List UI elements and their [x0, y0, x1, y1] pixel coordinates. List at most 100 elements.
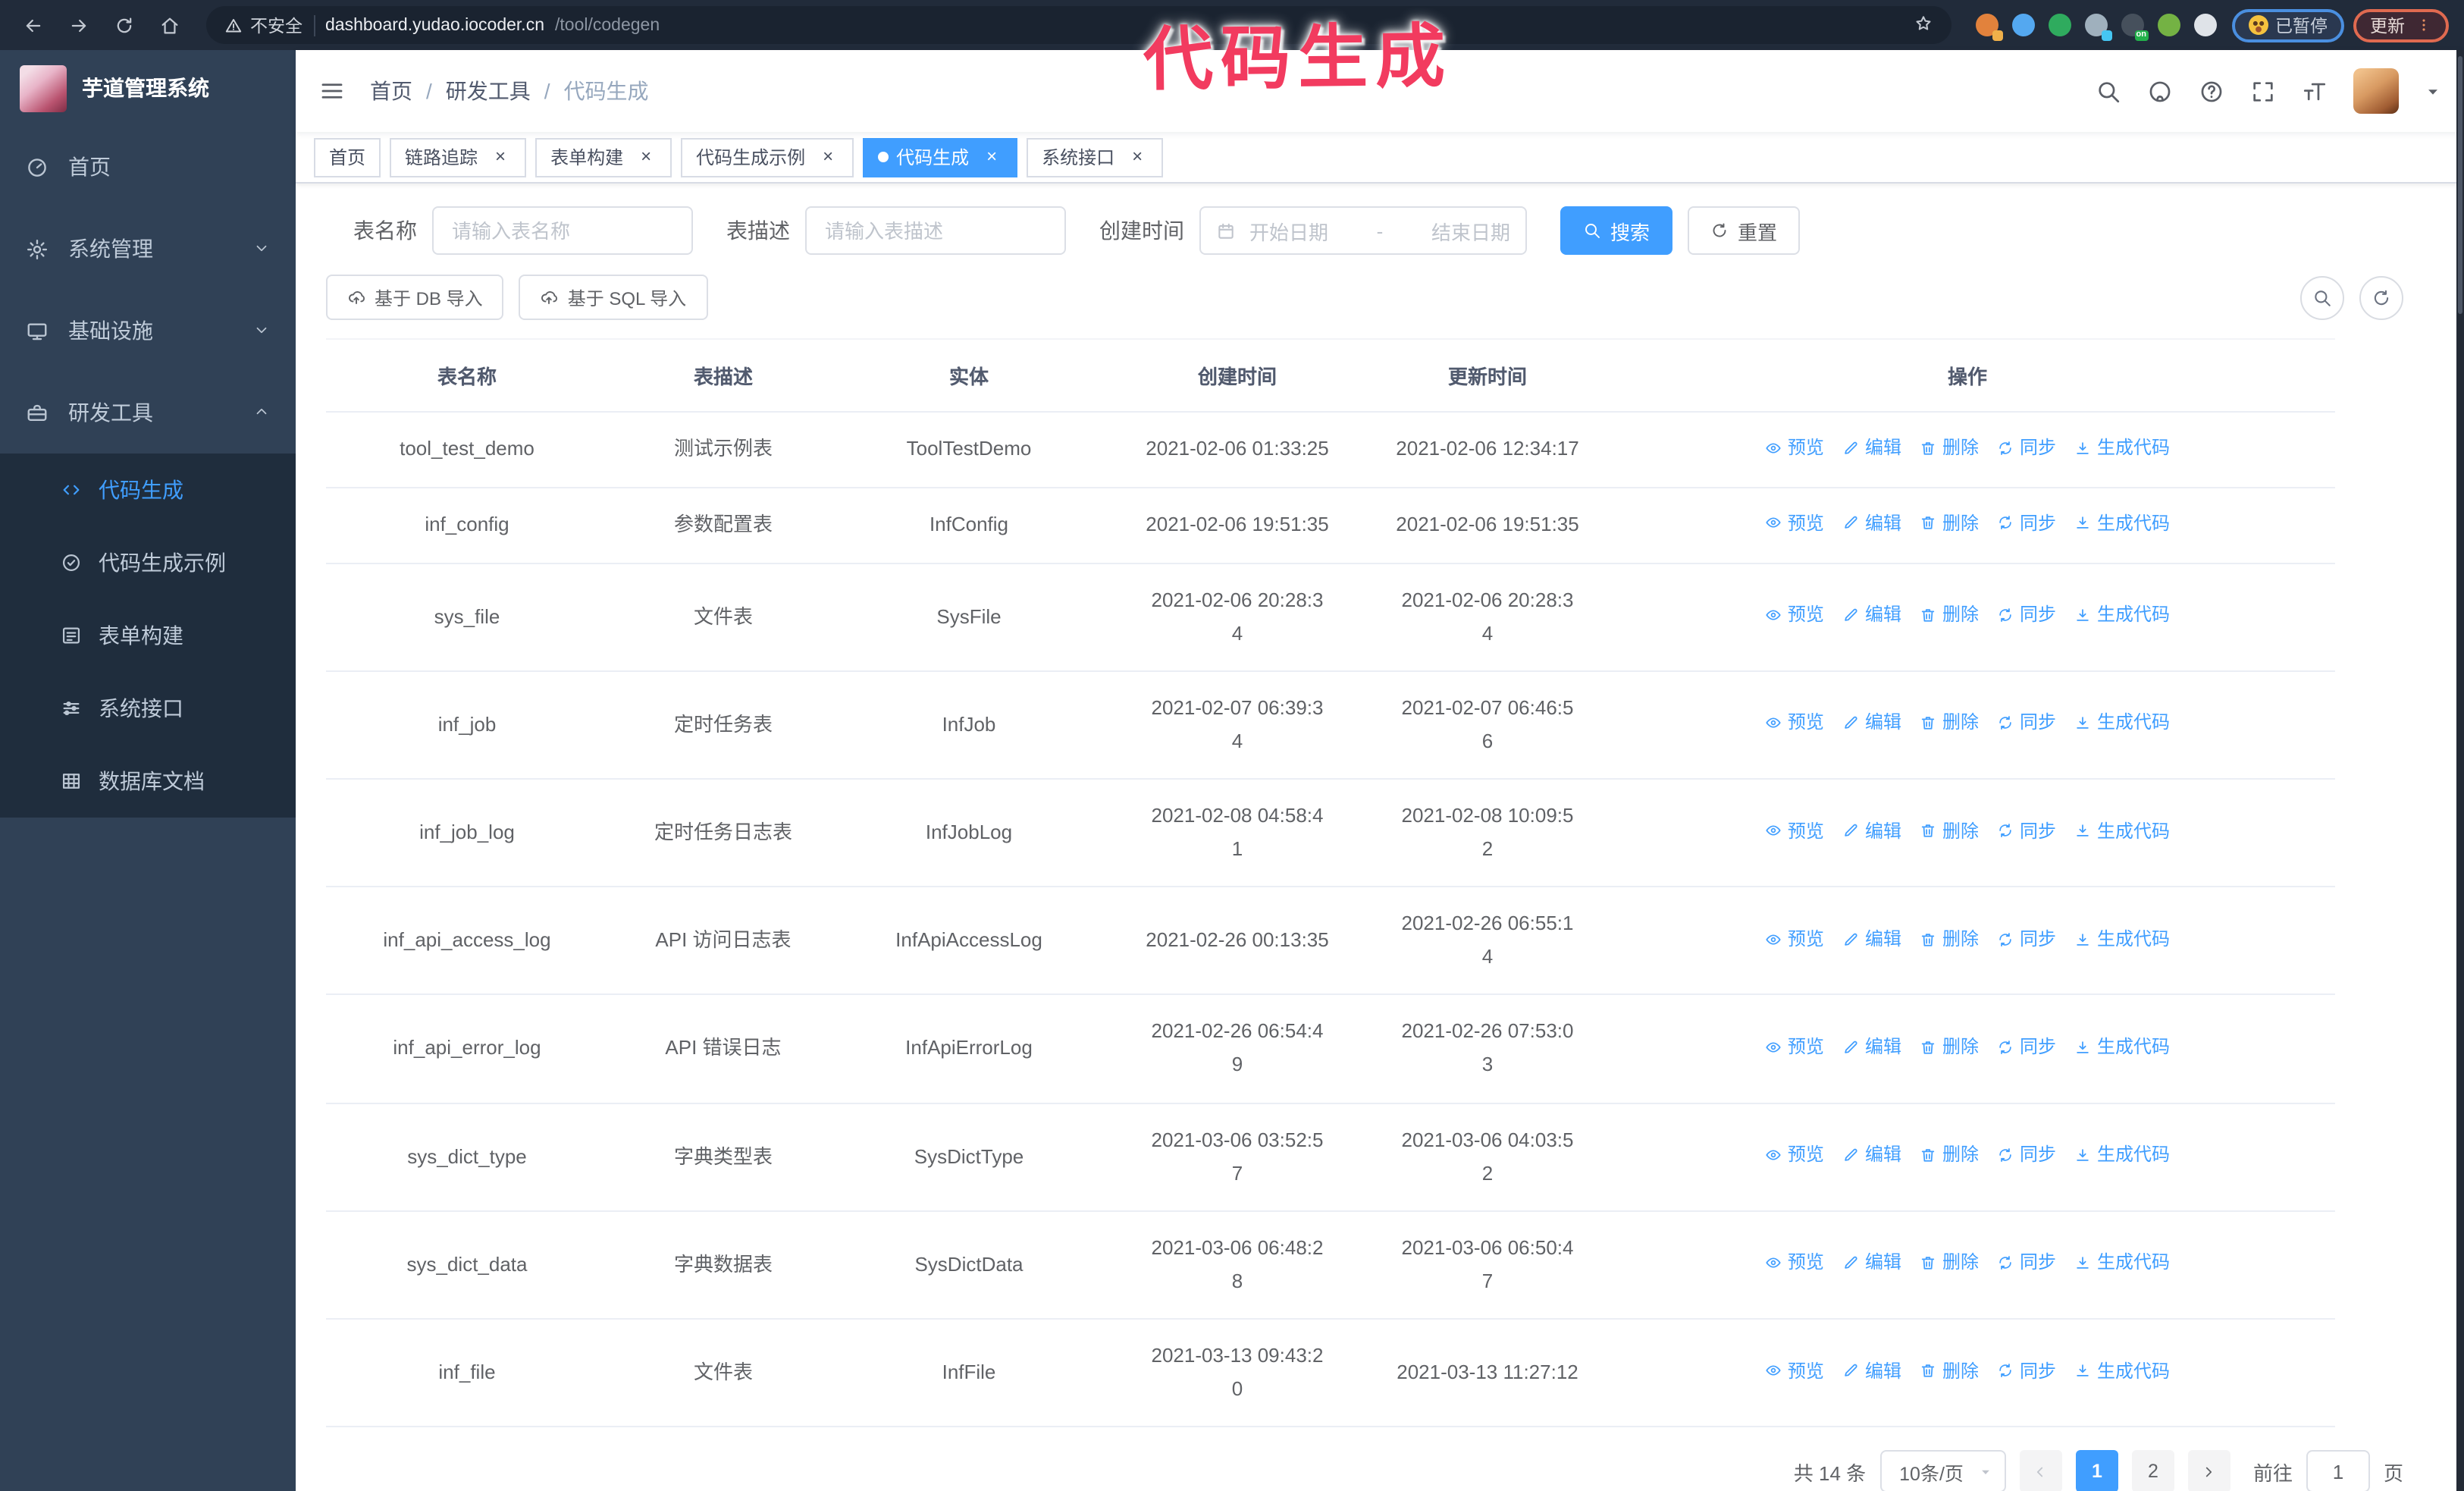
action-delete[interactable]: 删除: [1920, 1031, 1979, 1063]
action-delete[interactable]: 删除: [1920, 508, 1979, 539]
ext-gray-grid-icon[interactable]: [2084, 14, 2111, 41]
import-sql-button[interactable]: 基于 SQL 导入: [519, 275, 708, 320]
action-generate[interactable]: 生成代码: [2074, 432, 2170, 463]
sidebar-item-toolbox[interactable]: 研发工具: [0, 372, 296, 454]
action-delete[interactable]: 删除: [1920, 708, 1979, 739]
close-icon[interactable]: ×: [1132, 145, 1143, 166]
action-preview[interactable]: 预览: [1765, 508, 1824, 539]
sidebar-item-monitor[interactable]: 基础设施: [0, 290, 296, 372]
next-page-button[interactable]: [2187, 1450, 2230, 1491]
ext-screen-on-icon[interactable]: on: [2121, 14, 2148, 41]
action-edit[interactable]: 编辑: [1842, 924, 1901, 955]
url-bar[interactable]: 不安全 dashboard.yudao.iocoder.cn /tool/cod…: [206, 6, 1951, 44]
ext-blue-gem-icon[interactable]: [2011, 14, 2034, 36]
github-link[interactable]: [2147, 78, 2173, 104]
action-generate[interactable]: 生成代码: [2074, 1355, 2170, 1386]
collapse-sidebar-button[interactable]: [318, 77, 346, 105]
ext-green-mascot-icon[interactable]: [2157, 14, 2180, 36]
action-sync[interactable]: 同步: [1997, 1031, 2056, 1063]
tab-4[interactable]: 代码生成 ×: [863, 137, 1018, 177]
action-preview[interactable]: 预览: [1765, 1031, 1824, 1063]
action-edit[interactable]: 编辑: [1842, 1139, 1901, 1170]
close-icon[interactable]: ×: [641, 145, 652, 166]
action-preview[interactable]: 预览: [1765, 1139, 1824, 1170]
tab-2[interactable]: 表单构建 ×: [535, 137, 672, 177]
sidebar-subitem-code[interactable]: 代码生成: [0, 454, 296, 526]
goto-page-input[interactable]: [2306, 1450, 2370, 1491]
sidebar-subitem-badge[interactable]: 代码生成示例: [0, 526, 296, 599]
tab-0[interactable]: 首页: [314, 137, 381, 177]
action-generate[interactable]: 生成代码: [2074, 815, 2170, 846]
paused-extension-pill[interactable]: 已暂停: [2231, 8, 2344, 42]
action-edit[interactable]: 编辑: [1842, 1248, 1901, 1279]
tab-3[interactable]: 代码生成示例 ×: [681, 137, 854, 177]
action-sync[interactable]: 同步: [1997, 815, 2056, 846]
app-logo-area[interactable]: 芋道管理系统: [0, 50, 296, 126]
action-generate[interactable]: 生成代码: [2074, 1139, 2170, 1170]
action-preview[interactable]: 预览: [1765, 924, 1824, 955]
action-delete[interactable]: 删除: [1920, 924, 1979, 955]
action-generate[interactable]: 生成代码: [2074, 1031, 2170, 1063]
ext-green-check-icon[interactable]: [2048, 14, 2071, 36]
action-preview[interactable]: 预览: [1765, 1248, 1824, 1279]
page-button-2[interactable]: 2: [2131, 1450, 2174, 1491]
security-indicator[interactable]: 不安全: [224, 13, 303, 37]
action-sync[interactable]: 同步: [1997, 1355, 2056, 1386]
action-preview[interactable]: 预览: [1765, 815, 1824, 846]
action-delete[interactable]: 删除: [1920, 1248, 1979, 1279]
close-icon[interactable]: ×: [823, 145, 834, 166]
action-generate[interactable]: 生成代码: [2074, 924, 2170, 955]
browser-home-button[interactable]: [152, 7, 188, 43]
action-generate[interactable]: 生成代码: [2074, 708, 2170, 739]
header-search-button[interactable]: [2096, 78, 2121, 104]
fullscreen-button[interactable]: [2250, 78, 2276, 104]
action-sync[interactable]: 同步: [1997, 924, 2056, 955]
action-sync[interactable]: 同步: [1997, 508, 2056, 539]
action-preview[interactable]: 预览: [1765, 708, 1824, 739]
action-delete[interactable]: 删除: [1920, 1355, 1979, 1386]
action-sync[interactable]: 同步: [1997, 1139, 2056, 1170]
table-desc-input[interactable]: [805, 206, 1066, 255]
action-edit[interactable]: 编辑: [1842, 432, 1901, 463]
table-name-input[interactable]: [432, 206, 693, 255]
user-avatar[interactable]: [2353, 68, 2399, 114]
action-edit[interactable]: 编辑: [1842, 815, 1901, 846]
user-menu-button[interactable]: [2425, 83, 2441, 99]
browser-back-button[interactable]: [15, 7, 52, 43]
sidebar-item-gear[interactable]: 系统管理: [0, 208, 296, 290]
tab-1[interactable]: 链路追踪 ×: [390, 137, 527, 177]
action-edit[interactable]: 编辑: [1842, 1031, 1901, 1063]
sidebar-item-dashboard[interactable]: 首页: [0, 126, 296, 208]
tab-5[interactable]: 系统接口 ×: [1027, 137, 1164, 177]
refresh-table-button[interactable]: [2359, 275, 2403, 319]
action-delete[interactable]: 删除: [1920, 600, 1979, 631]
action-sync[interactable]: 同步: [1997, 1248, 2056, 1279]
action-sync[interactable]: 同步: [1997, 600, 2056, 631]
browser-reload-button[interactable]: [106, 7, 143, 43]
browser-forward-button[interactable]: [61, 7, 97, 43]
close-icon[interactable]: ×: [495, 145, 506, 166]
date-range-picker[interactable]: 开始日期 - 结束日期: [1199, 206, 1527, 255]
action-delete[interactable]: 删除: [1920, 815, 1979, 846]
action-preview[interactable]: 预览: [1765, 1355, 1824, 1386]
action-generate[interactable]: 生成代码: [2074, 600, 2170, 631]
page-size-select[interactable]: 10条/页: [1879, 1450, 2006, 1491]
reset-button[interactable]: 重置: [1688, 206, 1801, 255]
action-edit[interactable]: 编辑: [1842, 708, 1901, 739]
browser-update-button[interactable]: 更新: [2353, 8, 2449, 42]
search-button[interactable]: 搜索: [1560, 206, 1673, 255]
action-sync[interactable]: 同步: [1997, 708, 2056, 739]
ext-orange-swirl-icon[interactable]: [1975, 14, 2002, 41]
import-db-button[interactable]: 基于 DB 导入: [326, 275, 504, 320]
toggle-search-button[interactable]: [2300, 275, 2344, 319]
action-edit[interactable]: 编辑: [1842, 1355, 1901, 1386]
action-delete[interactable]: 删除: [1920, 432, 1979, 463]
action-generate[interactable]: 生成代码: [2074, 1248, 2170, 1279]
bookmark-button[interactable]: [1913, 13, 1933, 37]
action-edit[interactable]: 编辑: [1842, 600, 1901, 631]
font-size-button[interactable]: [2302, 78, 2328, 104]
action-delete[interactable]: 删除: [1920, 1139, 1979, 1170]
breadcrumb-tools[interactable]: 研发工具: [445, 79, 531, 103]
close-icon[interactable]: ×: [986, 145, 998, 166]
browser-scrollbar[interactable]: [2456, 50, 2464, 1491]
